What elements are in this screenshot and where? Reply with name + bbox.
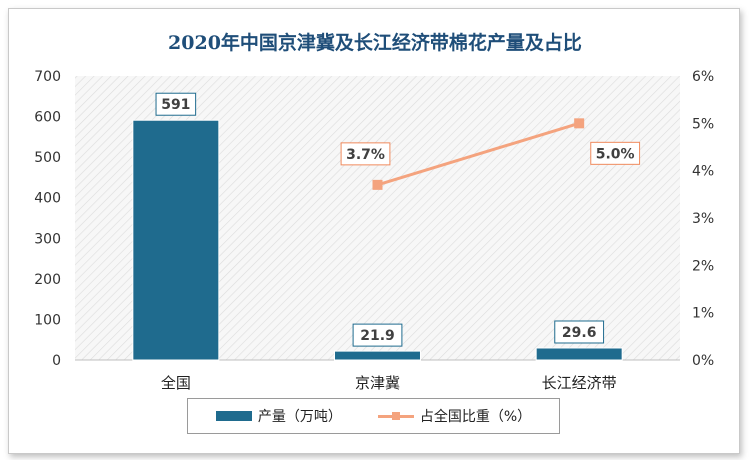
y-left-tick-label: 400: [34, 191, 61, 207]
bar-data-label: 21.9: [360, 328, 395, 344]
y-left-tick-label: 700: [34, 69, 61, 85]
y-left-tick-label: 500: [34, 150, 61, 166]
y-right-tick-label: 3%: [692, 211, 714, 227]
y-right-tick-label: 4%: [692, 164, 714, 180]
line-data-label: 3.7%: [346, 147, 385, 163]
bar: [334, 350, 421, 361]
bar-data-label-box: [155, 92, 197, 116]
bar-data-label-box: [352, 323, 403, 347]
legend-label-line: 占全国比重（%）: [419, 409, 532, 425]
line-marker: [574, 118, 585, 129]
y-left-tick-label: 600: [34, 110, 61, 126]
line-series: [377, 121, 580, 187]
bar: [535, 347, 623, 361]
y-right-tick-label: 0%: [692, 353, 714, 369]
line-data-label-box: [340, 142, 391, 166]
legend-item-bar: 产量（万吨）: [215, 406, 342, 426]
y-right-tick-label: 6%: [692, 69, 714, 85]
line-data-label: 5.0%: [596, 146, 635, 162]
x-tick-label: 全国: [161, 374, 191, 392]
legend-item-line: 占全国比重（%）: [377, 406, 532, 426]
bar-data-label: 29.6: [562, 325, 597, 341]
legend-label-bar: 产量（万吨）: [257, 409, 342, 425]
y-right-tick-label: 1%: [692, 306, 714, 322]
bar: [132, 119, 220, 361]
legend-bar-swatch: [215, 411, 252, 421]
y-left-tick-label: 0: [52, 353, 61, 369]
y-right-tick-label: 2%: [692, 258, 714, 274]
y-right-tick-label: 5%: [692, 116, 714, 132]
x-tick-label: 长江经济带: [542, 374, 617, 392]
y-left-tick-label: 300: [34, 231, 61, 247]
chart-title: 2020年中国京津冀及长江经济带棉花产量及占比: [168, 32, 582, 54]
line-data-label-box: [590, 141, 641, 165]
y-left-tick-label: 100: [34, 312, 61, 328]
legend: 产量（万吨） 占全国比重（%）: [187, 398, 560, 434]
bar-data-label: 591: [161, 97, 190, 113]
x-tick-label: 京津冀: [355, 374, 400, 392]
bar-data-label-box: [554, 320, 605, 344]
line-marker: [372, 179, 383, 190]
legend-line-swatch: [377, 411, 414, 421]
y-left-tick-label: 200: [34, 272, 61, 288]
